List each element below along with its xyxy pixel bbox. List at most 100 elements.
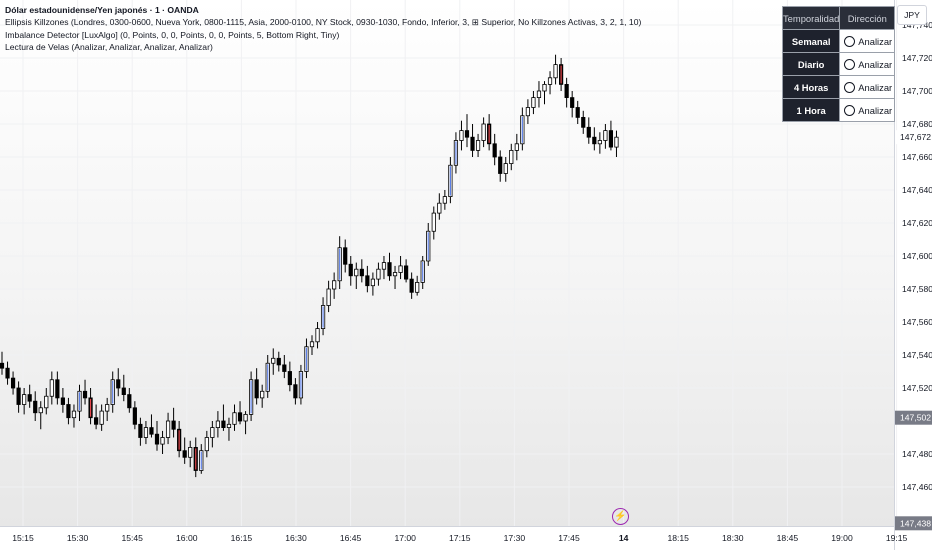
candle-body: [94, 417, 99, 425]
x-tick-label: 16:00: [176, 533, 198, 543]
direction-cell: Analizar: [839, 52, 896, 76]
candle: [60, 388, 65, 413]
direction-cell: Analizar: [839, 29, 896, 53]
x-tick-label: 18:15: [667, 533, 689, 543]
candle-body: [343, 247, 348, 265]
candle-body: [182, 450, 187, 458]
candle-body: [149, 427, 154, 435]
candle: [249, 371, 254, 421]
price-tag-label: 147,438: [900, 518, 931, 528]
indicator-imbalance[interactable]: Imbalance Detector [LuxAlgo] (0, Points,…: [5, 29, 340, 40]
candle: [66, 397, 71, 425]
candle: [27, 384, 32, 408]
x-tick-label: 19:00: [831, 533, 853, 543]
y-tick-label: 147,480: [902, 449, 932, 459]
candle-body: [276, 357, 281, 366]
timeframe-cell: Diario: [781, 52, 841, 76]
candle-body: [55, 379, 60, 399]
candle: [365, 265, 370, 293]
candle: [359, 259, 364, 283]
chart-plot-area[interactable]: [0, 0, 894, 526]
direction-cell: Analizar: [839, 98, 896, 122]
candle-body: [254, 379, 259, 399]
circle-icon: [844, 81, 856, 93]
candle-body: [503, 163, 508, 174]
candle: [409, 272, 414, 299]
candle: [420, 256, 425, 289]
candle-body: [132, 407, 137, 425]
candle: [287, 361, 292, 392]
candle-body: [27, 394, 32, 402]
lightning-bolt-icon[interactable]: ⚡: [612, 508, 629, 525]
candle: [343, 239, 348, 273]
candle: [404, 259, 409, 283]
x-tick-label: 17:15: [449, 533, 471, 543]
candle: [116, 368, 121, 397]
candle-body: [354, 268, 359, 277]
candle-body: [309, 341, 315, 348]
price-tags: 147,672 147,502 147,438: [895, 130, 932, 531]
y-tick-label: 147,520: [902, 383, 932, 393]
candle-body: [387, 262, 392, 277]
candle: [487, 114, 492, 151]
candle: [160, 430, 165, 454]
candle: [453, 132, 459, 174]
candle-body: [431, 212, 436, 232]
candle: [475, 133, 481, 157]
y-tick-label: 147,740: [902, 20, 932, 30]
indicator-lectura-velas[interactable]: Lectura de Velas (Analizar, Analizar, An…: [5, 42, 213, 53]
candle-body: [437, 202, 442, 214]
candle-body: [415, 281, 420, 293]
y-tick-label: 147,660: [902, 152, 932, 162]
direction-label: Analizar: [858, 104, 893, 116]
candle: [165, 412, 171, 445]
candle-body: [99, 410, 104, 425]
candle-body: [498, 156, 503, 174]
candle-body: [359, 268, 364, 277]
indicator-killzones[interactable]: Ellipsis Killzones (Londres, 0300-0600, …: [5, 17, 642, 28]
candle: [33, 391, 38, 421]
candle-body: [171, 420, 176, 430]
candle: [177, 421, 182, 458]
candle: [88, 388, 93, 425]
candle-body: [154, 433, 160, 445]
currency-button[interactable]: JPY: [897, 5, 927, 25]
candle: [282, 355, 287, 379]
candle-body: [16, 387, 21, 405]
candle-body: [492, 143, 497, 158]
candle: [110, 371, 115, 413]
candle-body: [348, 263, 353, 277]
candles: [0, 54, 619, 478]
candle: [431, 206, 436, 240]
candle: [210, 421, 215, 448]
y-tick-label: 147,540: [902, 350, 932, 360]
candle: [49, 371, 54, 405]
symbol-title[interactable]: Dólar estadounidense/Yen japonés · 1 · O…: [5, 5, 199, 15]
direction-label: Analizar: [858, 58, 893, 70]
circle-icon: [844, 35, 856, 47]
candle: [597, 132, 602, 154]
candle: [381, 256, 387, 280]
price-tag-bg: [895, 516, 932, 531]
candle: [127, 388, 132, 413]
candle: [575, 100, 580, 124]
candle: [193, 437, 198, 478]
candle: [387, 252, 392, 281]
candle-body: [10, 377, 16, 389]
candle-body: [464, 130, 470, 138]
candle-body: [547, 77, 553, 85]
x-tick-label: 19:15: [886, 533, 908, 543]
candle-body: [226, 423, 232, 428]
candle: [204, 430, 209, 458]
candle-body: [66, 404, 71, 419]
candle-body: [121, 387, 126, 395]
candle-body: [409, 278, 414, 293]
candle: [71, 404, 77, 428]
y-axis-ticks: 147,740 147,720 147,700 147,680 147,660 147,6…: [902, 20, 932, 492]
candle-body: [44, 395, 49, 409]
candle-body: [376, 268, 381, 280]
candle-body: [381, 262, 387, 270]
candle: [99, 404, 104, 431]
candle: [332, 272, 337, 299]
